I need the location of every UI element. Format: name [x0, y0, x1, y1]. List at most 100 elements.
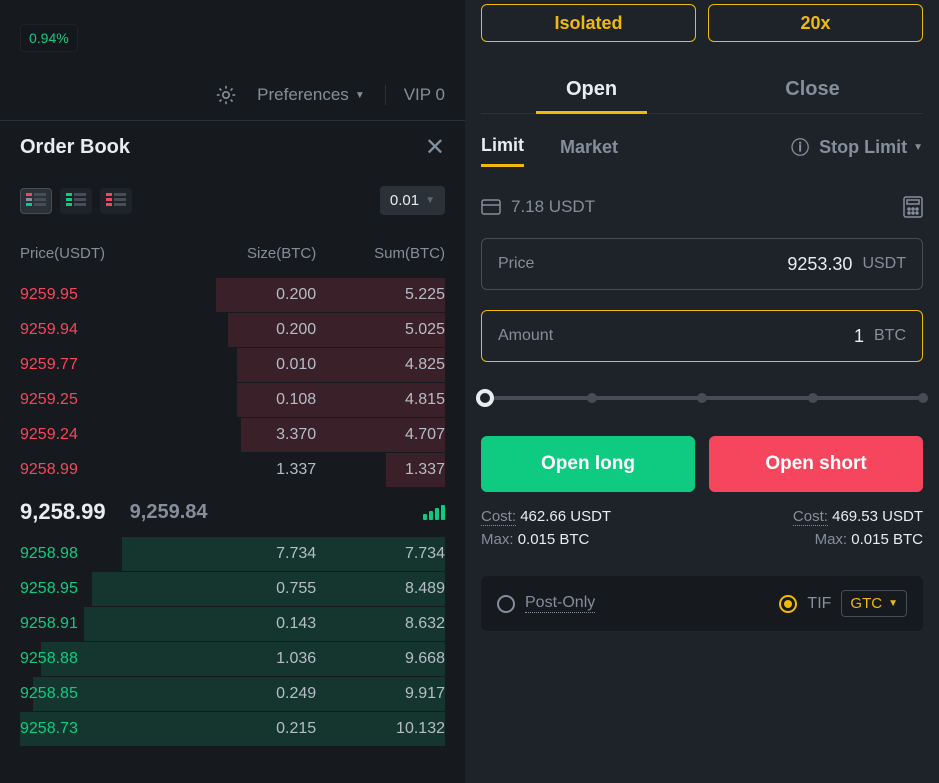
close-icon[interactable]: ✕ — [425, 133, 445, 162]
row-size: 1.036 — [187, 650, 316, 668]
radio-icon — [497, 595, 515, 613]
price-input[interactable] — [534, 254, 862, 275]
row-size: 7.734 — [187, 545, 316, 563]
amount-label: Amount — [498, 327, 553, 345]
orderbook-row[interactable]: 9258.950.7558.489 — [20, 572, 445, 606]
balance-value: 7.18 USDT — [511, 197, 595, 217]
short-cost-label: Cost: — [793, 508, 828, 526]
long-max-label: Max: — [481, 531, 514, 548]
amount-unit: BTC — [874, 327, 906, 345]
row-price: 9258.99 — [20, 461, 187, 479]
chevron-down-icon: ▼ — [425, 195, 435, 206]
short-cost-info: Cost: 469.53 USDT Max: 0.015 BTC — [793, 508, 923, 548]
long-cost-value: 462.66 USDT — [520, 508, 611, 525]
row-sum: 9.668 — [316, 650, 445, 668]
tab-close[interactable]: Close — [702, 66, 923, 113]
mark-price: 9,259.84 — [130, 501, 208, 524]
short-max-label: Max: — [815, 531, 848, 548]
wallet-icon — [481, 199, 501, 215]
row-sum: 4.707 — [316, 426, 445, 444]
orderbook-row[interactable]: 9259.250.1084.815 — [20, 383, 445, 417]
pct-change-badge: 0.94% — [20, 24, 78, 52]
view-toggle-bids[interactable] — [60, 188, 92, 214]
asks-list: 9259.950.2005.2259259.940.2005.0259259.7… — [20, 278, 445, 487]
ordertype-market[interactable]: Market — [560, 137, 618, 166]
row-size: 0.108 — [187, 391, 316, 409]
orderbook-row[interactable]: 9258.881.0369.668 — [20, 642, 445, 676]
amount-slider[interactable] — [481, 390, 923, 406]
post-only-label: Post-Only — [525, 594, 595, 613]
orderbook-row[interactable]: 9259.950.2005.225 — [20, 278, 445, 312]
row-size: 0.143 — [187, 615, 316, 633]
order-options-row: Post-Only TIF GTC ▼ — [481, 576, 923, 631]
tab-open[interactable]: Open — [481, 66, 702, 113]
row-price: 9258.85 — [20, 685, 187, 703]
leverage-button[interactable]: 20x — [708, 4, 923, 42]
row-sum: 8.632 — [316, 615, 445, 633]
ordertype-stoplimit[interactable]: ⓘ Stop Limit ▼ — [791, 134, 923, 168]
depth-signal-icon[interactable] — [423, 505, 445, 520]
last-price: 9,258.99 — [20, 499, 106, 525]
orderbook-row[interactable]: 9259.243.3704.707 — [20, 418, 445, 452]
row-price: 9259.94 — [20, 321, 187, 339]
orderbook-row[interactable]: 9258.987.7347.734 — [20, 537, 445, 571]
price-unit: USDT — [862, 255, 906, 273]
short-cost-value: 469.53 USDT — [832, 508, 923, 525]
row-price: 9259.95 — [20, 286, 187, 304]
tif-select[interactable]: GTC ▼ — [841, 590, 907, 617]
orderbook-row[interactable]: 9258.991.3371.337 — [20, 453, 445, 487]
price-label: Price — [498, 255, 534, 273]
open-long-button[interactable]: Open long — [481, 436, 695, 492]
precision-value: 0.01 — [390, 192, 419, 209]
row-sum: 4.825 — [316, 356, 445, 374]
post-only-toggle[interactable]: Post-Only — [497, 594, 595, 613]
short-max-value: 0.015 BTC — [851, 531, 923, 548]
row-sum: 8.489 — [316, 580, 445, 598]
chevron-down-icon: ▼ — [355, 90, 365, 101]
row-price: 9258.95 — [20, 580, 187, 598]
ordertype-stoplimit-label: Stop Limit — [819, 137, 907, 158]
row-sum: 5.225 — [316, 286, 445, 304]
margin-mode-button[interactable]: Isolated — [481, 4, 696, 42]
amount-field[interactable]: Amount BTC — [481, 310, 923, 362]
slider-thumb[interactable] — [476, 389, 494, 407]
row-price: 9259.25 — [20, 391, 187, 409]
preferences-button[interactable]: Preferences ▼ — [257, 85, 365, 105]
order-type-tabs: Limit Market ⓘ Stop Limit ▼ — [481, 134, 923, 168]
orderbook-mid-row: 9,258.99 9,259.84 — [20, 487, 445, 537]
orderbook-row[interactable]: 9259.770.0104.825 — [20, 348, 445, 382]
available-balance: 7.18 USDT — [481, 197, 595, 217]
view-toggle-both[interactable] — [20, 188, 52, 214]
view-toggle-asks[interactable] — [100, 188, 132, 214]
orderbook-title: Order Book — [20, 136, 130, 159]
calculator-icon[interactable] — [903, 196, 923, 218]
orderbook-row[interactable]: 9258.850.2499.917 — [20, 677, 445, 711]
row-size: 0.200 — [187, 321, 316, 339]
row-price: 9258.88 — [20, 650, 187, 668]
radio-icon[interactable] — [779, 595, 797, 613]
orderbook-row[interactable]: 9258.910.1438.632 — [20, 607, 445, 641]
orderbook-header-row: Price(USDT) Size(BTC) Sum(BTC) — [20, 245, 445, 262]
open-short-button[interactable]: Open short — [709, 436, 923, 492]
tif-label: TIF — [807, 595, 831, 613]
brightness-icon[interactable] — [215, 84, 237, 106]
precision-select[interactable]: 0.01 ▼ — [380, 186, 445, 215]
row-sum: 9.917 — [316, 685, 445, 703]
long-cost-info: Cost: 462.66 USDT Max: 0.015 BTC — [481, 508, 611, 548]
row-price: 9258.91 — [20, 615, 187, 633]
amount-input[interactable] — [553, 326, 874, 347]
orderbook-view-toggles — [20, 188, 132, 214]
row-size: 0.249 — [187, 685, 316, 703]
row-price: 9258.98 — [20, 545, 187, 563]
orderbook-row[interactable]: 9258.730.21510.132 — [20, 712, 445, 746]
chevron-down-icon: ▼ — [913, 142, 923, 153]
price-field[interactable]: Price USDT — [481, 238, 923, 290]
row-sum: 1.337 — [316, 461, 445, 479]
ordertype-limit[interactable]: Limit — [481, 135, 524, 167]
orderbook-row[interactable]: 9259.940.2005.025 — [20, 313, 445, 347]
top-bar: 0.94% Preferences ▼ VIP 0 — [0, 0, 465, 120]
long-max-value: 0.015 BTC — [518, 531, 590, 548]
header-sum: Sum(BTC) — [316, 245, 445, 262]
open-close-tabs: Open Close — [481, 66, 923, 114]
row-size: 1.337 — [187, 461, 316, 479]
